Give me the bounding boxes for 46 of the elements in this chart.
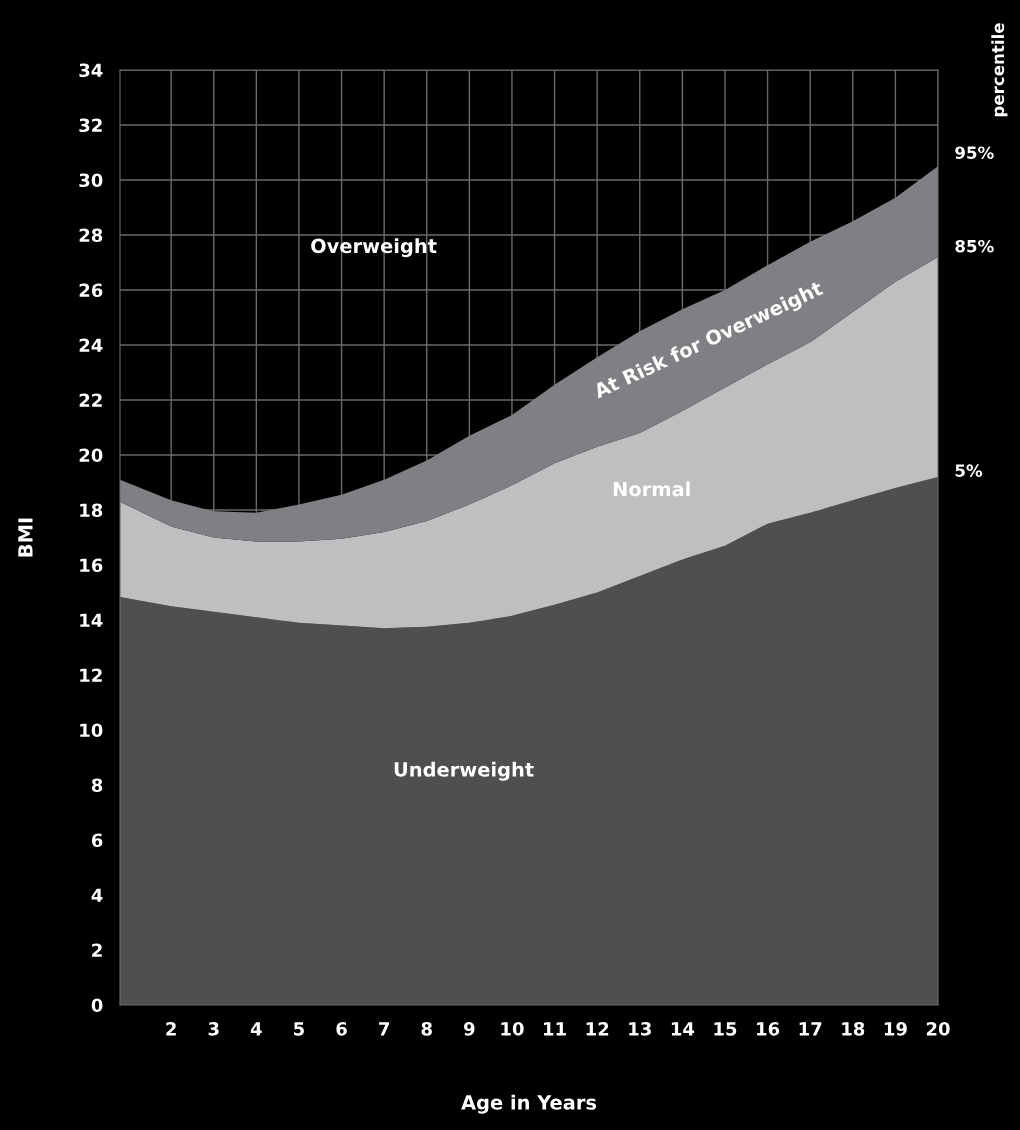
y-tick-label: 22: [79, 393, 102, 407]
y-tick-label: 18: [80, 503, 103, 518]
y-tick-label: 34: [79, 63, 103, 78]
y-tick-label: 28: [79, 228, 103, 243]
x-tick-label: 18: [842, 1021, 865, 1036]
x-tick-label: 9: [464, 1022, 475, 1036]
y-tick-label: 14: [80, 613, 103, 627]
y-tick-label: 2: [92, 943, 102, 957]
x-tick-label: 17: [799, 1022, 822, 1036]
text: 85%: [955, 239, 994, 253]
x-axis-title: Age in Years: [461, 1094, 597, 1114]
y-tick-label: 32: [79, 118, 102, 133]
y-tick-label: 26: [79, 283, 103, 298]
x-tick-label: 13: [629, 1021, 651, 1036]
y-tick-label: 30: [79, 173, 103, 188]
x-tick-label: 6: [336, 1022, 347, 1036]
x-tick-label: 10: [501, 1021, 524, 1036]
series-label: Normal: [613, 481, 690, 497]
y-tick-label: 16: [80, 558, 103, 573]
y-axis-title: BMI: [18, 518, 33, 557]
y-tick-label: 24: [79, 338, 103, 352]
y-tick-label: 12: [80, 668, 102, 682]
y-tick-label: 6: [91, 833, 103, 848]
text: percentile: [991, 23, 1008, 117]
y-tick-label: 8: [91, 778, 103, 793]
x-tick-label: 5: [294, 1022, 304, 1036]
y-tick-label: 10: [80, 723, 103, 738]
annotation: Overweight: [311, 238, 437, 258]
x-tick-label: 12: [586, 1021, 609, 1036]
x-tick-label: 19: [884, 1022, 907, 1036]
y-tick-label: 20: [79, 448, 103, 463]
y-tick-label: 4: [91, 888, 103, 902]
x-tick-label: 2: [166, 1021, 176, 1036]
x-tick-label: 11: [544, 1022, 566, 1036]
x-tick-label: 14: [671, 1022, 695, 1036]
x-tick-label: 4: [250, 1022, 262, 1036]
x-tick-label: 20: [926, 1021, 950, 1036]
x-tick-label: 15: [714, 1022, 737, 1036]
text: 5%: [955, 464, 983, 477]
x-tick-label: 16: [757, 1022, 780, 1036]
x-tick-label: 8: [421, 1021, 432, 1036]
text: 95%: [955, 146, 994, 159]
series-label: Underweight: [394, 761, 534, 781]
x-tick-label: 3: [208, 1021, 219, 1036]
x-tick-label: 7: [379, 1022, 389, 1036]
y-tick-label: 0: [91, 998, 103, 1013]
